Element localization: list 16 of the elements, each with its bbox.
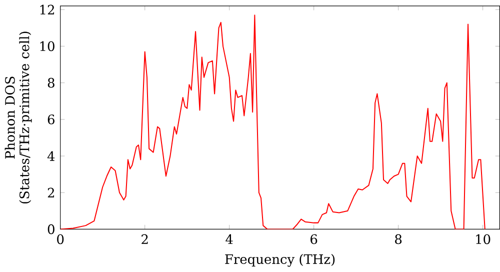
y-tick-label: 10 xyxy=(40,42,54,52)
x-tick-label: 0 xyxy=(57,234,64,244)
x-tick-label: 8 xyxy=(395,234,402,244)
x-tick-label: 4 xyxy=(226,234,233,244)
x-axis-title: Frequency (THz) xyxy=(225,254,335,267)
y-axis-title: Phonon DOS (States/THz·primitive cell) xyxy=(4,32,32,204)
x-tick-label: 6 xyxy=(310,234,318,244)
y-tick-label: 8 xyxy=(48,78,54,88)
x-tick-label: 2 xyxy=(142,234,148,244)
y-tick-label: 6 xyxy=(48,114,54,125)
y-tick-label: 12 xyxy=(40,5,54,15)
line-series xyxy=(60,14,486,230)
x-tick-label: 10 xyxy=(476,234,490,244)
y-tick-label: 4 xyxy=(47,151,55,162)
y-tick-label: 0 xyxy=(48,224,54,234)
y-tick-label: 2 xyxy=(48,188,54,198)
